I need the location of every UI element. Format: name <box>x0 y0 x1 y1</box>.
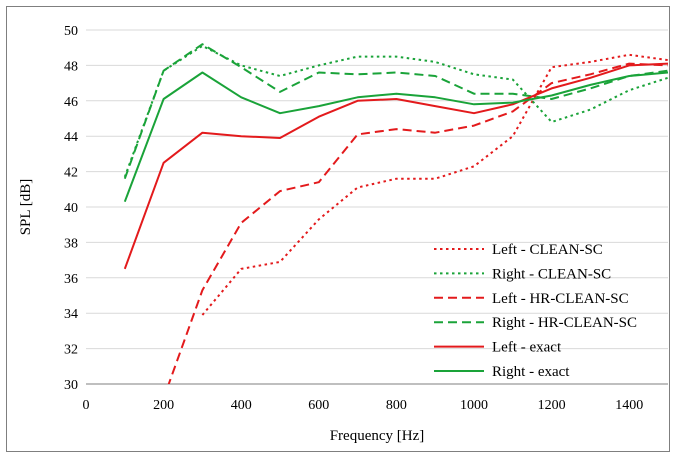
y-tick-label: 36 <box>64 272 78 287</box>
series-line-left-hr-clean-sc <box>167 62 668 384</box>
y-tick-label: 44 <box>64 130 78 145</box>
y-tick-label: 50 <box>64 24 78 39</box>
x-tick-label: 1000 <box>460 398 488 413</box>
legend-label: Right - exact <box>492 364 570 380</box>
x-tick-label: 1400 <box>615 398 643 413</box>
x-tick-label: 400 <box>231 398 252 413</box>
legend-label: Left - HR-CLEAN-SC <box>492 291 629 307</box>
tick-labels: 30 32 34 36 38 40 42 44 46 48 50 0 200 400 600 800 1000 1… <box>64 24 643 413</box>
y-tick-label: 30 <box>64 378 78 393</box>
legend-label: Left - CLEAN-SC <box>492 242 603 258</box>
x-axis-title: Frequency [Hz] <box>330 428 425 444</box>
y-tick-label: 46 <box>64 95 78 110</box>
series-lines <box>123 43 668 384</box>
y-tick-label: 32 <box>64 343 78 358</box>
x-tick-label: 800 <box>386 398 407 413</box>
y-tick-label: 40 <box>64 201 78 216</box>
y-tick-label: 38 <box>64 236 78 251</box>
legend-label: Left - exact <box>492 340 562 356</box>
x-tick-label: 600 <box>308 398 329 413</box>
series-line-left-clean-sc <box>201 53 668 316</box>
series-line-left-exact <box>123 62 668 270</box>
series-line-right-clean-sc <box>123 44 668 178</box>
legend-label: Right - HR-CLEAN-SC <box>492 315 637 331</box>
y-tick-label: 34 <box>64 307 78 322</box>
y-tick-label: 42 <box>64 166 78 181</box>
legend: Left - CLEAN-SC Right - CLEAN-SC Left - HR… <box>434 242 637 380</box>
series-line-right-hr-clean-sc <box>123 43 668 180</box>
series-line-right-exact <box>123 71 668 203</box>
y-tick-label: 48 <box>64 59 78 74</box>
y-axis-title: SPL [dB] <box>18 179 34 236</box>
x-tick-label: 0 <box>83 398 90 413</box>
x-tick-label: 1200 <box>538 398 566 413</box>
x-tick-label: 200 <box>153 398 174 413</box>
legend-label: Right - CLEAN-SC <box>492 266 611 282</box>
